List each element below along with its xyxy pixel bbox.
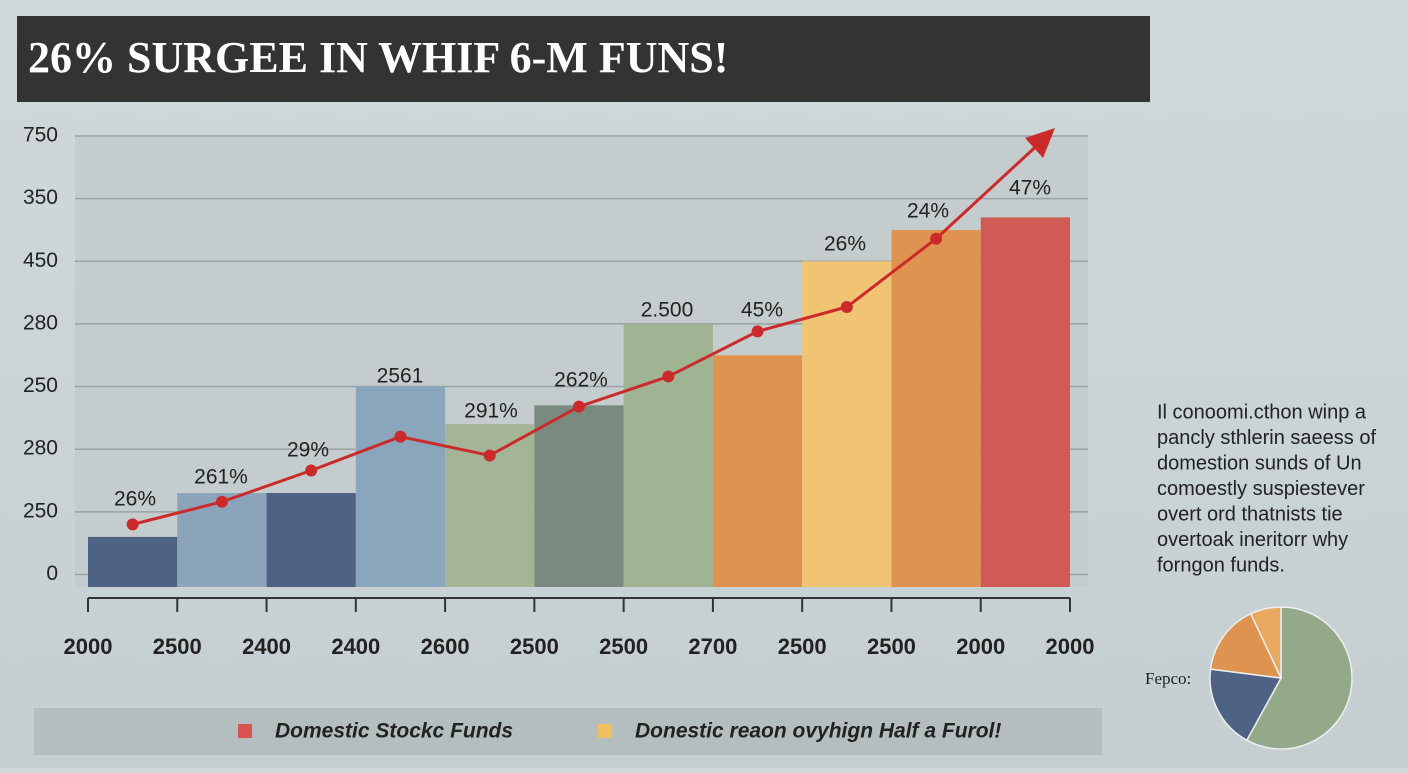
trend-arrow	[935, 138, 1045, 240]
trend-point	[126, 518, 139, 531]
x-tick-label: 2500	[510, 634, 559, 659]
trend-point	[930, 232, 943, 245]
x-tick-label: 2700	[688, 634, 737, 659]
y-tick-label: 350	[23, 186, 58, 209]
annotation: 2561	[377, 365, 424, 388]
annotation: 26%	[824, 233, 866, 256]
trend-point	[840, 301, 853, 314]
trend-point	[394, 430, 407, 443]
x-tick-label: 2400	[331, 634, 380, 659]
annotation: 262%	[554, 369, 608, 392]
trend-point	[483, 449, 496, 462]
bar	[891, 229, 981, 588]
pie-slice	[1209, 668, 1283, 742]
legend-label: Donestic reaon ovyhign Half a Furol!	[635, 720, 1001, 743]
annotation: 291%	[464, 400, 518, 423]
x-tick-label: 2400	[242, 634, 291, 659]
y-tick-label: 280	[23, 437, 58, 460]
side-text: Il conoomi.cthon winp a	[1157, 401, 1367, 423]
side-text: overt ord thatnists tie	[1157, 503, 1343, 525]
bar	[88, 536, 178, 587]
bar	[534, 405, 624, 587]
title: 26% SURGEE IN WHIF 6-M FUNS!	[28, 33, 728, 82]
annotation: 2.500	[641, 299, 694, 322]
bar	[712, 355, 803, 587]
y-tick-label: 280	[23, 311, 58, 334]
x-tick-label: 2000	[1046, 634, 1095, 659]
x-tick-label: 2000	[956, 634, 1005, 659]
trend-point	[751, 325, 764, 338]
x-tick-label: 2600	[421, 634, 470, 659]
annotation: 47%	[1009, 177, 1051, 200]
y-tick-label: 250	[23, 499, 58, 522]
y-tick-label: 0	[46, 562, 58, 585]
side-text: overtoak ineritorr why	[1157, 529, 1348, 551]
legend-box	[34, 708, 1102, 755]
trend-point	[662, 370, 675, 383]
x-tick-label: 2500	[153, 634, 202, 659]
trend-line	[132, 237, 938, 526]
annotation: 29%	[287, 439, 329, 462]
side-text: forngon funds.	[1157, 554, 1285, 576]
title-bar	[17, 16, 1150, 102]
trend-point	[305, 464, 318, 477]
pie-slice	[1245, 606, 1353, 750]
arrow-head	[1025, 128, 1055, 158]
pie-label: Fepco:	[1145, 669, 1191, 688]
x-tick-label: 2000	[64, 634, 113, 659]
legend-swatch	[598, 724, 612, 738]
legend-label: Domestic Stockc Funds	[275, 720, 513, 743]
side-text: domestion sunds of Un	[1157, 452, 1362, 474]
annotation: 261%	[194, 466, 248, 489]
x-tick-label: 2500	[778, 634, 827, 659]
annotation: 45%	[741, 299, 783, 322]
legend-swatch	[238, 724, 252, 738]
pie-slice	[1249, 606, 1282, 679]
x-tick-label: 2500	[599, 634, 648, 659]
bar	[980, 217, 1070, 588]
annotation: 24%	[907, 200, 949, 223]
y-tick-label: 450	[23, 249, 58, 272]
bar	[266, 493, 356, 587]
bar	[623, 323, 713, 587]
y-tick-label: 250	[23, 374, 58, 397]
bar	[355, 386, 446, 587]
side-text: comoestly suspiestever	[1157, 478, 1365, 500]
side-text: pancly sthlerin saeess of	[1157, 427, 1376, 449]
trend-point	[215, 495, 228, 508]
x-tick-label: 2500	[867, 634, 916, 659]
pie-slice	[1209, 612, 1283, 679]
y-tick-label: 750	[23, 124, 58, 147]
annotation: 26%	[114, 488, 156, 511]
trend-point	[573, 400, 585, 413]
